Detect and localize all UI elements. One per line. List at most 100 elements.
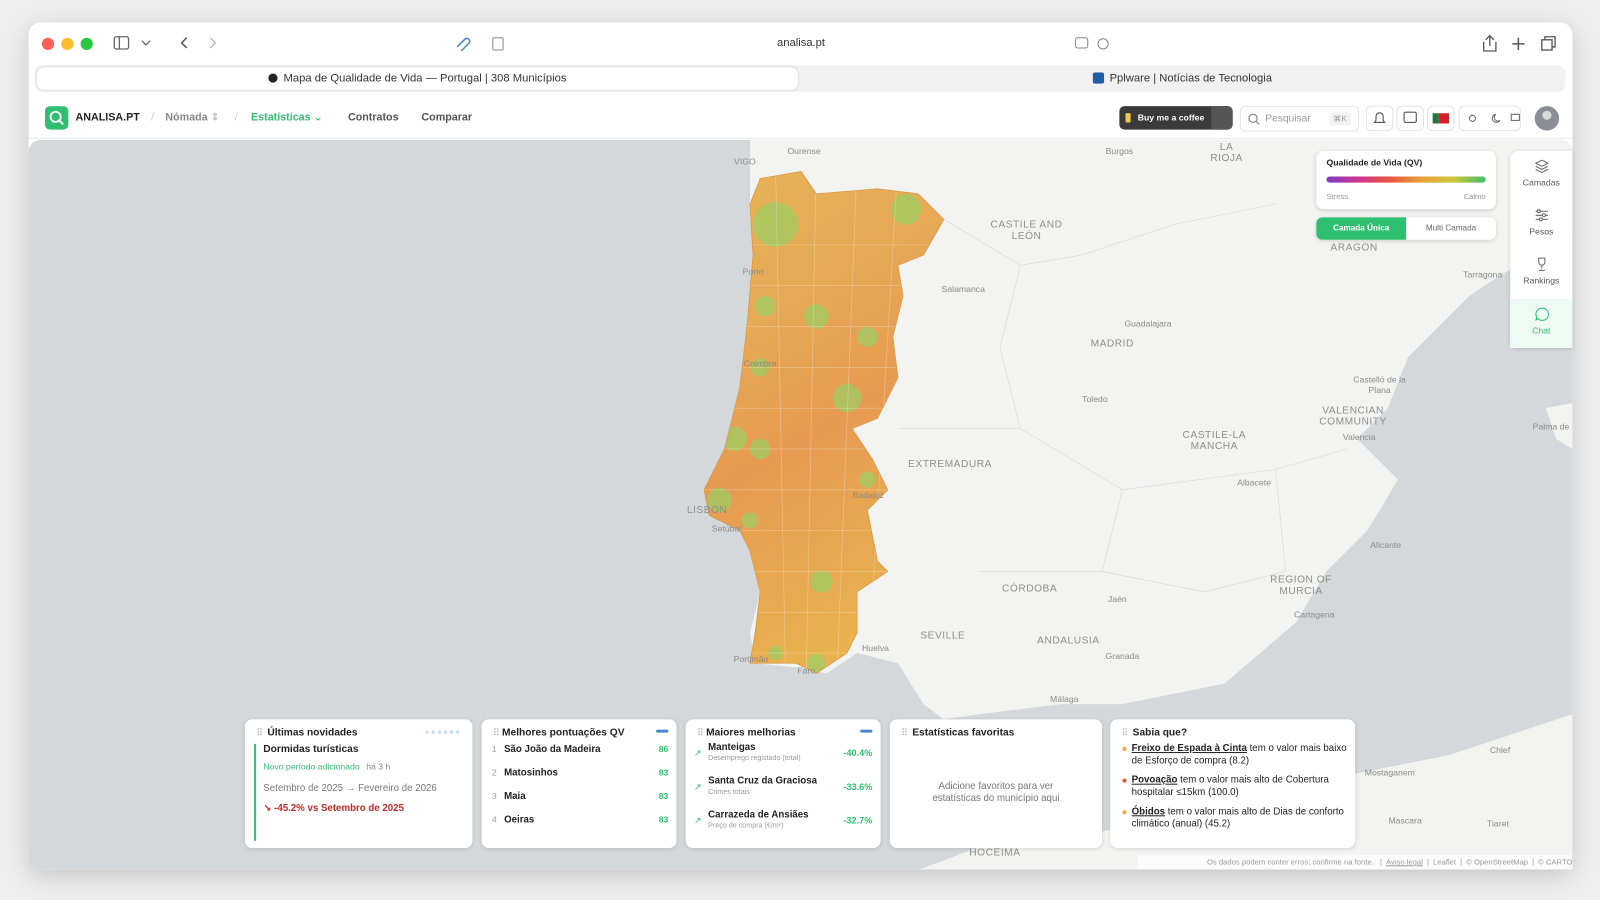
news-item[interactable]: Dormidas turísticas <box>263 744 358 755</box>
new-tab-icon[interactable] <box>1512 38 1524 50</box>
back-button[interactable] <box>182 38 187 48</box>
tab[interactable]: Pplware | Notícias de Tecnologia <box>802 67 1563 89</box>
active-tab[interactable]: Mapa de Qualidade de Vida — Portugal | 3… <box>37 67 798 89</box>
region-label: ANDALUSIA <box>1037 635 1099 646</box>
separator: / <box>151 110 154 124</box>
flag-green <box>1433 113 1439 123</box>
nav-item[interactable]: Contratos <box>348 110 399 124</box>
fact-item: Freixo de Espada à Cinta tem o valor mai… <box>1122 743 1346 767</box>
nav-icons <box>1365 105 1564 132</box>
nav-divider <box>29 138 1573 139</box>
municipality: Oeiras <box>504 814 534 825</box>
coffee-button[interactable]: Buy me a coffee <box>1119 106 1232 129</box>
metric: Preço de compra (€/m²) <box>708 822 783 829</box>
carousel-dots[interactable] <box>860 730 872 733</box>
bullet <box>1122 779 1126 783</box>
sidebar-item[interactable]: Pesos <box>1510 200 1572 247</box>
mode-single[interactable]: Camada Única <box>1316 217 1406 239</box>
logo[interactable] <box>45 106 69 130</box>
drag-handle[interactable]: ⠿ <box>697 728 704 739</box>
city-label: Granada <box>1106 651 1140 661</box>
favicon <box>268 73 277 82</box>
improvement-row[interactable]: ↗Carrazeda de AnsiãesPreço de compra (€/… <box>694 809 873 838</box>
mode-multi[interactable]: Multi Camada <box>1406 217 1496 239</box>
ranking-row[interactable]: 1São João da Madeira86 <box>492 744 669 760</box>
sidebar-icon[interactable] <box>114 37 128 49</box>
legend: Qualidade de Vida (QV) Stress Calmo <box>1316 151 1496 209</box>
reload-icon[interactable] <box>1098 39 1108 49</box>
forward-button[interactable] <box>210 38 215 48</box>
close-button[interactable] <box>42 38 54 50</box>
improvement-row[interactable]: ↗ManteigasDesemprego registado (total)-4… <box>694 742 873 771</box>
region-label: HOCEIMA <box>969 847 1020 858</box>
flag-red <box>1439 113 1449 123</box>
city-label: Mascara <box>1388 815 1421 825</box>
drag-handle[interactable]: ⠿ <box>256 728 263 739</box>
change: -33.6% <box>843 782 872 792</box>
search-placeholder: Pesquisar <box>1265 113 1310 124</box>
panel-title: Maiores melhorias <box>706 728 796 739</box>
sidebar-label: Chat <box>1532 326 1550 336</box>
attribution-link[interactable]: © CARTO <box>1538 857 1572 866</box>
fact-link[interactable]: Óbidos <box>1132 806 1165 817</box>
region-label: ARAGON <box>1330 242 1377 253</box>
fact-link[interactable]: Povoação <box>1132 774 1178 785</box>
drag-handle[interactable]: ⠿ <box>901 728 908 739</box>
carousel-dots[interactable] <box>656 730 668 733</box>
sidebar-item[interactable]: Camadas <box>1510 151 1572 198</box>
nav-label: Estatísticas <box>251 111 311 123</box>
brand[interactable]: ANALISA.PT <box>76 110 140 124</box>
chevron[interactable] <box>142 41 150 45</box>
nav-item[interactable]: Comparar <box>421 110 472 124</box>
sidebar-item-active[interactable]: Chat <box>1510 299 1572 348</box>
ranking-row[interactable]: 2Matosinhos83 <box>492 767 669 783</box>
attribution-link[interactable]: Leaflet <box>1433 857 1456 866</box>
trend-icon: ↘ <box>263 803 271 814</box>
tabs-icon-back <box>1545 37 1555 47</box>
score: 86 <box>659 744 669 754</box>
translate-icon[interactable] <box>1076 38 1088 48</box>
address-bar[interactable]: analisa.pt <box>714 37 887 49</box>
municipality: Matosinhos <box>504 767 558 778</box>
city-label: Guadalajara <box>1124 318 1171 328</box>
link-icon[interactable] <box>457 38 470 51</box>
sidebar-item[interactable]: Rankings <box>1510 249 1572 296</box>
drag-handle[interactable]: ⠿ <box>493 728 500 739</box>
improvement-row[interactable]: ↗Santa Cruz da GraciosaCrimes totais-33.… <box>694 776 873 805</box>
nav-item[interactable]: Nómada ⇕ <box>165 110 219 124</box>
messages-button[interactable] <box>1397 106 1424 130</box>
region-label: REGION OF MURCIA <box>1265 574 1336 596</box>
news-meta: Novo período adicionado há 3 h <box>263 761 390 771</box>
sidebar-label: Rankings <box>1523 276 1559 286</box>
city-label: Coimbra <box>744 358 777 368</box>
carousel-dots[interactable] <box>426 731 461 734</box>
minimize-button[interactable] <box>61 38 73 50</box>
ranking-row[interactable]: 4Oeiras83 <box>492 814 669 830</box>
bullet <box>1122 747 1126 751</box>
legend-title: Qualidade de Vida (QV) <box>1327 157 1423 167</box>
city-label: Tiaret <box>1487 818 1509 828</box>
fact-link[interactable]: Freixo de Espada à Cinta <box>1132 743 1247 754</box>
fact-item: Povoação tem o valor mais alto de Cobert… <box>1122 774 1346 798</box>
city-label: Faro <box>797 665 815 675</box>
share-icon[interactable] <box>1484 36 1496 51</box>
notifications-button[interactable] <box>1366 106 1393 130</box>
sidebar-label: Camadas <box>1523 178 1560 188</box>
drag-handle[interactable]: ⠿ <box>1121 728 1128 739</box>
city-label: Albacete <box>1237 478 1271 488</box>
panel-title: Últimas novidades <box>267 728 357 739</box>
layer-mode-toggle: Camada Única Multi Camada <box>1316 217 1496 239</box>
zoom-button[interactable] <box>81 38 93 50</box>
reader-icon[interactable] <box>493 38 503 50</box>
ranking-row[interactable]: 3Maia83 <box>492 791 669 807</box>
attribution-link[interactable]: Aviso legal <box>1386 857 1423 866</box>
accent-bar <box>254 744 256 841</box>
tabs-icon[interactable] <box>1542 40 1552 50</box>
region-label: LA RIOJA <box>1210 142 1243 164</box>
window-actions <box>1480 34 1562 54</box>
news-badge: Novo período adicionado <box>263 761 359 771</box>
attribution-link[interactable]: © OpenStreetMap <box>1466 857 1528 866</box>
bullet <box>1122 810 1126 814</box>
nav-item-active[interactable]: Estatísticas ⌄ <box>251 110 323 124</box>
search-box[interactable]: Pesquisar ⌘K <box>1240 106 1359 132</box>
